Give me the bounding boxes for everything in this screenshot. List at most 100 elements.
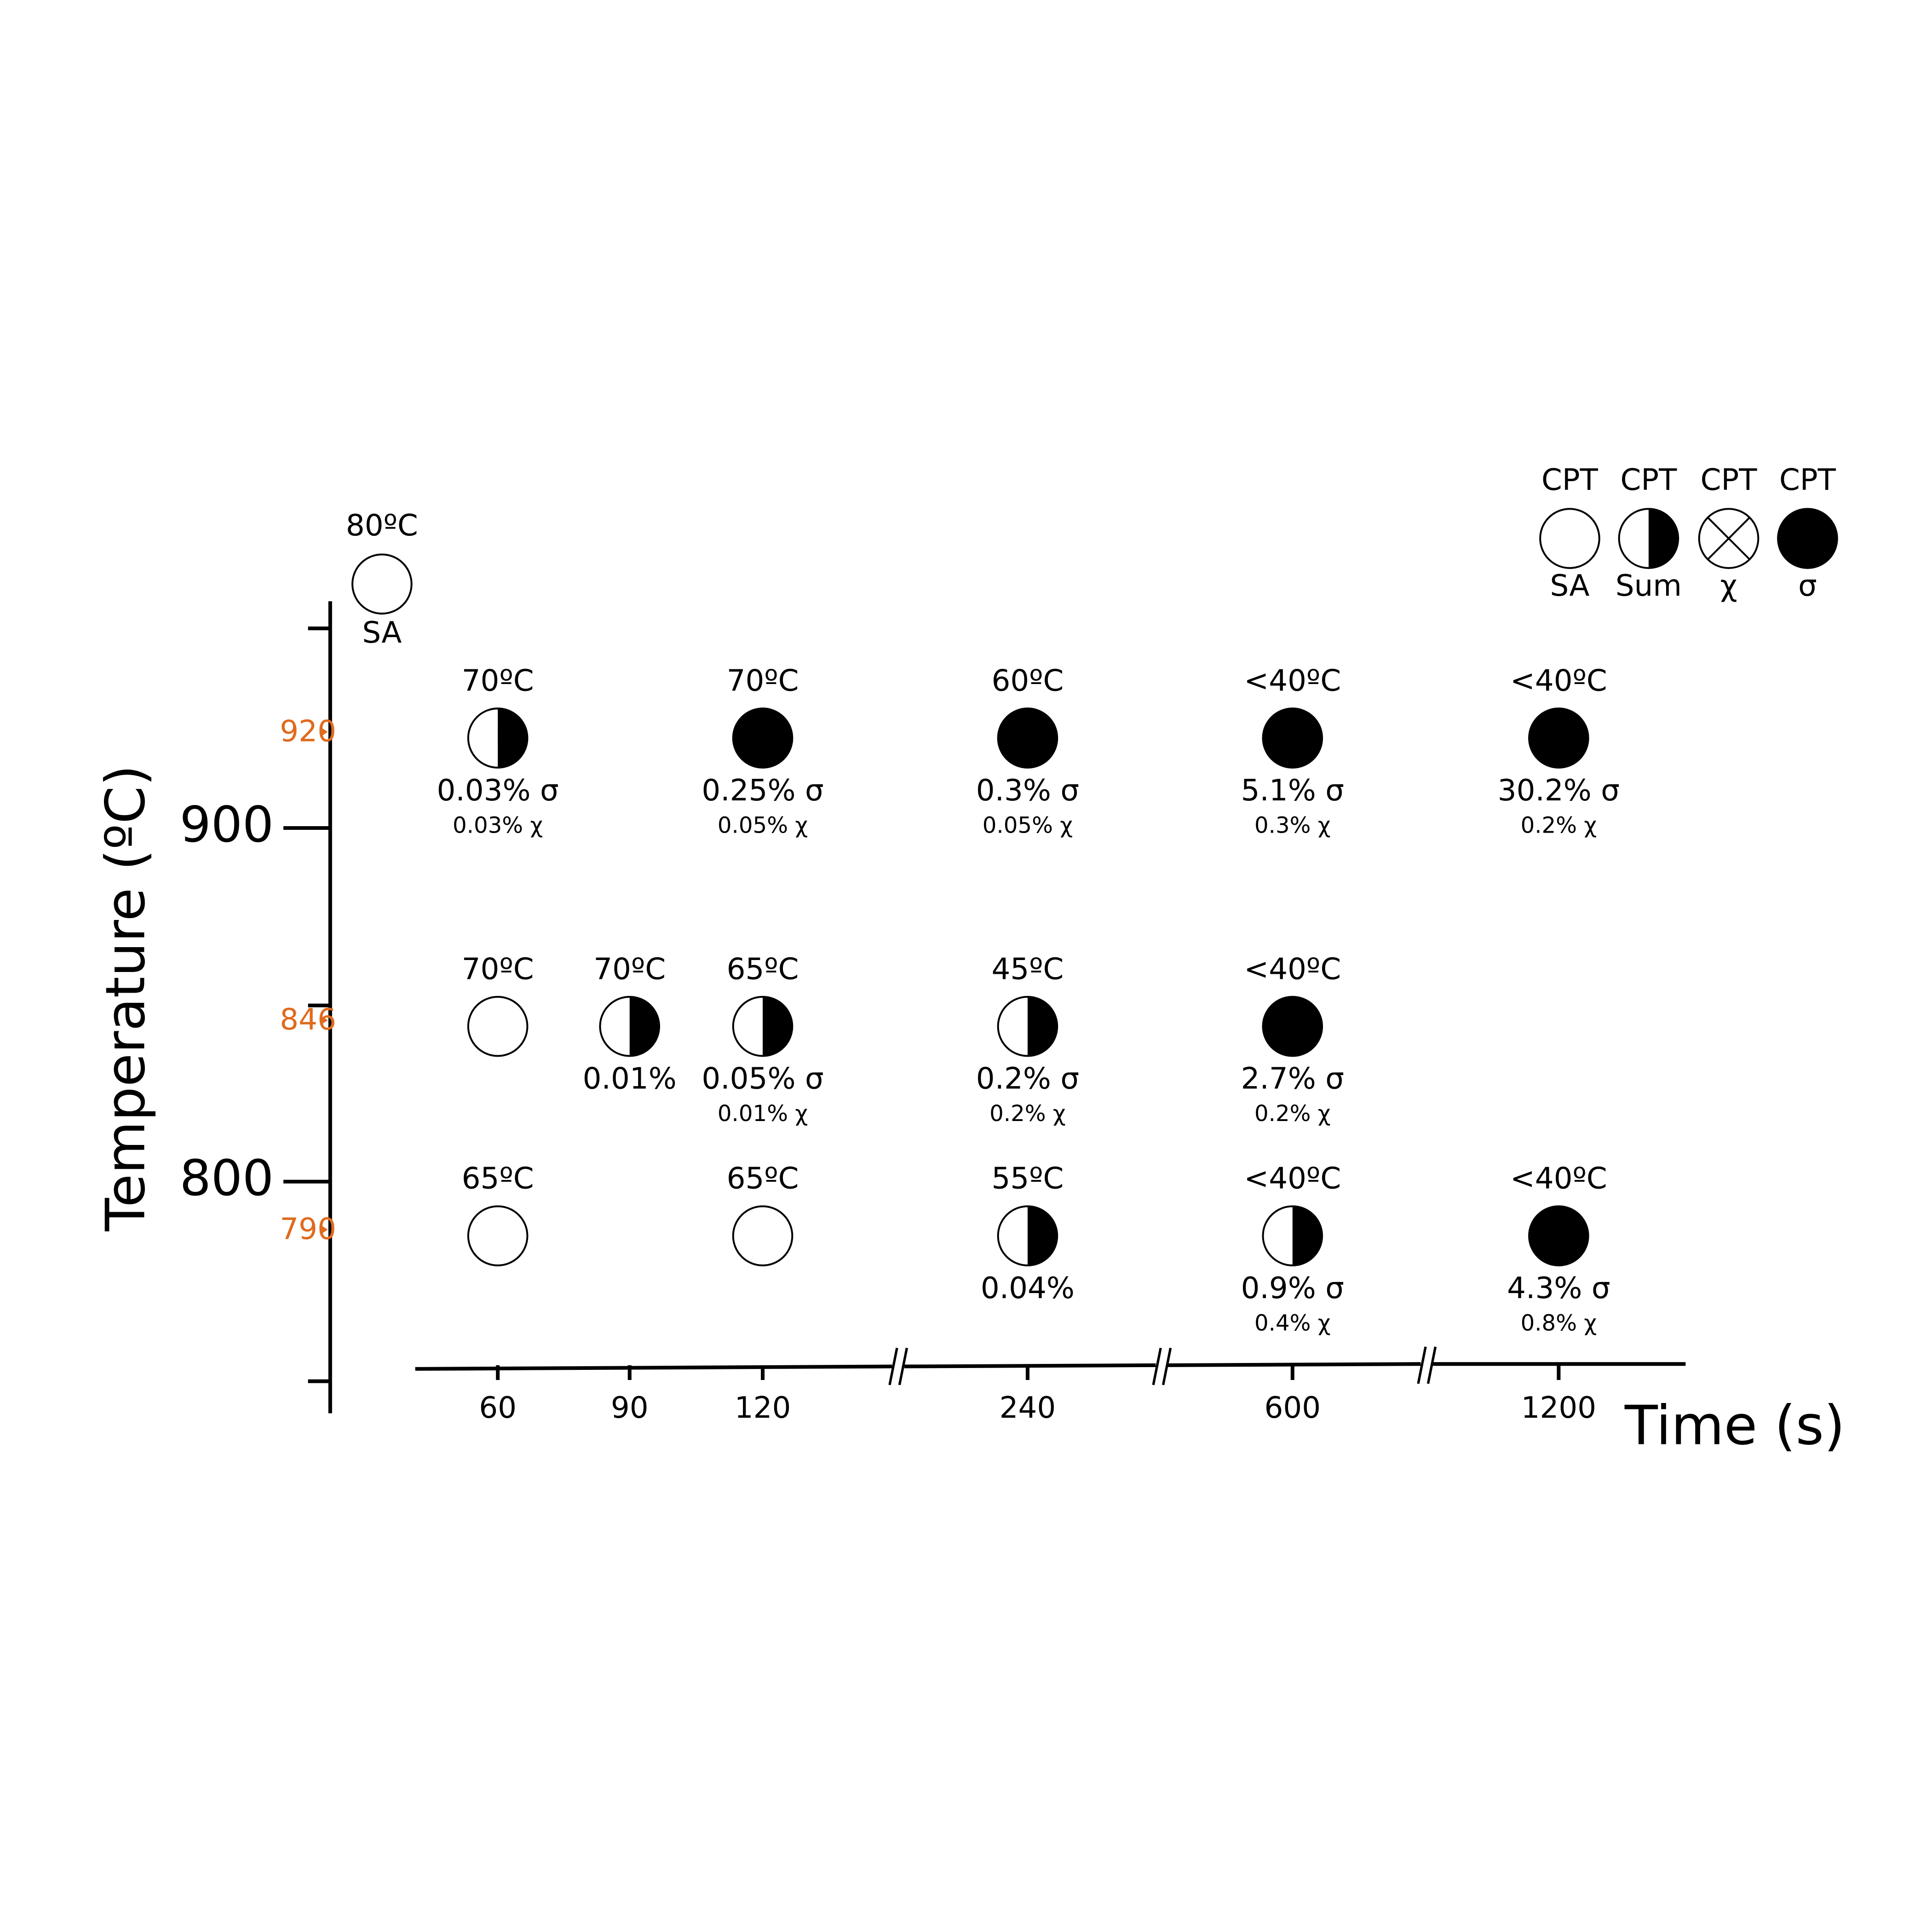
symbol-half (629, 996, 660, 1056)
y-marker-label: 846 (280, 1002, 336, 1037)
legend-top: CPT (1541, 463, 1598, 497)
symbol-circle (1539, 508, 1600, 569)
cell-secondary: 0.4% χ (1254, 1310, 1331, 1336)
axis-breaks (888, 1346, 1437, 1386)
cell-fraction: 5.1% σ (1241, 773, 1344, 808)
cell-secondary: 0.3% χ (1254, 812, 1331, 838)
cell-secondary: 0.05% χ (983, 812, 1073, 838)
x-axis (904, 1363, 1156, 1368)
cell-secondary: 0.05% χ (718, 812, 808, 838)
y-marker-label: 790 (280, 1212, 336, 1246)
y-marker-arrow (320, 727, 328, 737)
cell-fraction: 0.2% σ (976, 1062, 1079, 1096)
symbol-half (1027, 996, 1058, 1056)
state-symbol (732, 1205, 794, 1266)
initial-label: SA (362, 615, 402, 650)
cell-temperature: <40ºC (1244, 663, 1341, 698)
state-symbol (1539, 508, 1600, 569)
cell-fraction: 0.04% (981, 1271, 1075, 1305)
legend-bottom: Sum (1616, 569, 1682, 603)
symbol-half (1027, 1206, 1058, 1265)
state-symbol (467, 707, 529, 769)
state-symbol (1528, 1205, 1589, 1266)
symbol-circle (732, 1205, 794, 1266)
state-symbol (599, 995, 661, 1057)
symbol-half (763, 996, 793, 1056)
symbol-half (1292, 1206, 1322, 1265)
cell-fraction: 0.9% σ (1241, 1271, 1344, 1305)
legend-bottom: χ (1720, 569, 1737, 603)
legend-bottom: σ (1798, 569, 1817, 603)
state-symbol (1262, 707, 1323, 769)
y-axis-label: Temperature (ºC) (94, 765, 157, 1232)
x-tick-label: 240 (1000, 1391, 1056, 1425)
legend-top: CPT (1779, 463, 1836, 497)
state-symbol (467, 995, 529, 1057)
cell-temperature: 55ºC (991, 1162, 1064, 1196)
state-symbol (351, 553, 413, 615)
symbol-circle (732, 707, 794, 769)
state-symbol (997, 995, 1058, 1057)
cell-temperature: 65ºC (727, 952, 799, 986)
state-symbol (1262, 995, 1323, 1057)
cell-temperature: <40ºC (1510, 663, 1607, 698)
y-tick-label: 800 (180, 1150, 274, 1207)
y-marker-arrow (320, 1015, 328, 1025)
symbol-circle (997, 707, 1058, 769)
cell-secondary: 0.01% χ (718, 1101, 808, 1127)
cell-fraction: 0.03% σ (437, 773, 558, 808)
cell-fraction: 0.25% σ (702, 773, 823, 808)
cell-secondary: 0.03% χ (453, 812, 543, 838)
cell-temperature: 60ºC (991, 663, 1064, 698)
state-symbol (1698, 508, 1760, 569)
x-axis (1168, 1362, 1421, 1367)
cell-secondary: 0.8% χ (1521, 1310, 1597, 1336)
cell-secondary: 0.2% χ (1521, 812, 1597, 838)
y-tick-label: 900 (180, 796, 274, 853)
state-symbol (997, 1205, 1058, 1266)
cell-secondary: 0.2% χ (989, 1101, 1066, 1127)
cell-fraction: 0.01% (583, 1062, 677, 1096)
symbol-cross (1707, 517, 1750, 560)
cell-fraction: 4.3% σ (1507, 1271, 1610, 1305)
state-symbol (1618, 508, 1679, 569)
x-tick-label: 600 (1264, 1391, 1321, 1425)
state-symbol (732, 707, 794, 769)
symbol-circle (1777, 508, 1838, 569)
legend-top: CPT (1701, 463, 1758, 497)
symbol-circle (1262, 995, 1323, 1057)
cell-temperature: 45ºC (991, 952, 1064, 986)
state-symbol (1528, 707, 1589, 769)
legend-top: CPT (1620, 463, 1677, 497)
symbol-half (498, 708, 528, 768)
symbol-circle (1262, 707, 1323, 769)
y-tick-marks (283, 627, 330, 1383)
cell-temperature: 70ºC (593, 952, 666, 986)
initial-temperature: 80ºC (346, 508, 418, 543)
cell-temperature: 70ºC (462, 663, 534, 698)
y-marker-label: 920 (280, 714, 336, 748)
cell-temperature: 70ºC (727, 663, 799, 698)
state-symbol (997, 707, 1058, 769)
cell-temperature: <40ºC (1510, 1162, 1607, 1196)
symbol-circle (1528, 1205, 1589, 1266)
cell-temperature: 65ºC (727, 1162, 799, 1196)
cell-fraction: 2.7% σ (1241, 1062, 1344, 1096)
cell-temperature: <40ºC (1244, 952, 1341, 986)
symbol-circle (1528, 707, 1589, 769)
cell-temperature: 70ºC (462, 952, 534, 986)
symbol-circle (467, 995, 529, 1057)
symbol-circle (467, 1205, 529, 1266)
state-symbol (467, 1205, 529, 1266)
cell-secondary: 0.2% χ (1254, 1101, 1331, 1127)
legend-bottom: SA (1550, 569, 1590, 603)
y-marker-arrow (320, 1225, 328, 1235)
state-symbol (1777, 508, 1838, 569)
cell-temperature: 65ºC (462, 1162, 534, 1196)
cell-fraction: 0.3% σ (976, 773, 1079, 808)
symbol-half (1648, 509, 1679, 568)
x-tick-label: 90 (611, 1391, 649, 1425)
state-symbol (1262, 1205, 1323, 1266)
